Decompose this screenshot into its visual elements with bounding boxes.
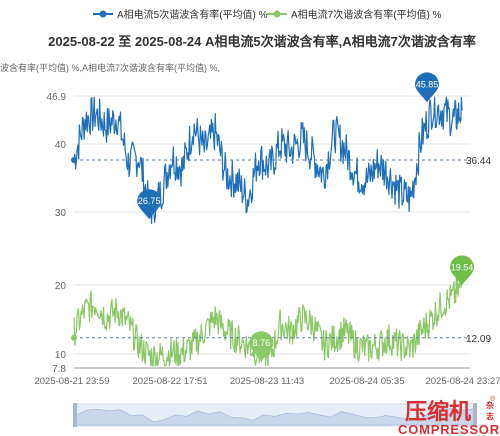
watermark-en: COMPRESSOR bbox=[398, 422, 500, 436]
lower-min-pin-label: 8.76 bbox=[253, 338, 271, 348]
lower-min-marker-pin[interactable]: 8.76 bbox=[249, 331, 274, 362]
watermark-cn: 压缩机 bbox=[405, 399, 471, 425]
upper-max-marker-pin[interactable]: 45.85 bbox=[414, 72, 439, 103]
x-tick-label: 2025-08-22 17:51 bbox=[132, 376, 207, 387]
upper-average-start-dot bbox=[71, 156, 77, 163]
lower-max-marker-pin[interactable]: 19.54 bbox=[450, 255, 474, 286]
x-tick-label: 2025-08-24 23:27 bbox=[425, 376, 500, 387]
legend[interactable]: A相电流5次谐波含有率(平均值) % A相电流7次谐波含有率(平均值) % bbox=[93, 8, 442, 21]
upper-max-pin-shape bbox=[414, 72, 439, 103]
upper-y-tick-30: 30 bbox=[55, 208, 67, 219]
y-axis-name: 波含有率(平均值) %,A相电流7次谐波含有率(平均值) %, bbox=[0, 62, 220, 73]
watermark-side-2: 志 bbox=[486, 411, 494, 421]
watermark-registered: ® bbox=[490, 395, 496, 403]
lower-max-pin-shape bbox=[450, 255, 474, 286]
upper-max-pin-label: 45.85 bbox=[416, 79, 439, 89]
legend-label-7th: A相电流7次谐波含有率(平均值) % bbox=[291, 8, 442, 21]
legend-item-7th-harmonic[interactable]: A相电流7次谐波含有率(平均值) % bbox=[267, 8, 442, 21]
zoom-handle-right[interactable] bbox=[473, 403, 477, 427]
zoom-slider-preview bbox=[75, 408, 475, 426]
chart-title: 2025-08-22 至 2025-08-24 A相电流5次谐波含有率,A相电流… bbox=[48, 34, 476, 49]
x-tick-label: 2025-08-23 11:43 bbox=[230, 376, 304, 387]
lower-y-tick-10: 10 bbox=[55, 350, 67, 361]
legend-label-5th: A相电流5次谐波含有率(平均值) % bbox=[117, 8, 268, 21]
lower-y-tick-20: 20 bbox=[55, 281, 67, 292]
lower-average-start-dot bbox=[71, 334, 77, 341]
legend-marker-5th bbox=[99, 10, 107, 18]
series-line-5th-harmonic bbox=[73, 96, 463, 225]
upper-min-pin-shape bbox=[137, 189, 162, 220]
upper-y-tick-46-9: 46.9 bbox=[47, 92, 67, 103]
lower-average-label: 12.09 bbox=[466, 334, 491, 345]
zoom-handle-left[interactable] bbox=[73, 403, 77, 427]
lower-y-tick-7-8: 7.8 bbox=[52, 364, 66, 375]
zoom-slider[interactable] bbox=[73, 403, 477, 427]
x-tick-label: 2025-08-21 23:59 bbox=[34, 376, 109, 387]
x-tick-label: 2025-08-24 05:35 bbox=[329, 376, 404, 387]
legend-item-5th-harmonic[interactable]: A相电流5次谐波含有率(平均值) % bbox=[93, 8, 268, 21]
x-axis: 2025-08-21 23:59 2025-08-22 17:51 2025-0… bbox=[34, 376, 500, 387]
lower-min-pin-shape bbox=[249, 331, 274, 362]
panel-5th-harmonic: 30 40 46.9 36.44 45.85 26.75 bbox=[47, 72, 491, 225]
upper-min-pin-label: 26.75 bbox=[138, 196, 161, 206]
watermark-side: 杂 bbox=[486, 400, 494, 410]
upper-average-label: 36.44 bbox=[466, 156, 491, 167]
lower-max-pin-label: 19.54 bbox=[451, 262, 474, 272]
series-line-7th-harmonic bbox=[73, 277, 463, 367]
legend-marker-7th bbox=[273, 10, 281, 18]
compressor-magazine-watermark: 压缩机 杂 志 COMPRESSOR ® bbox=[398, 395, 500, 436]
panel-7th-harmonic: 7.8 10 20 12.09 19.54 8.76 bbox=[52, 255, 491, 375]
upper-min-marker-pin[interactable]: 26.75 bbox=[137, 189, 162, 220]
upper-y-tick-40: 40 bbox=[55, 140, 67, 151]
